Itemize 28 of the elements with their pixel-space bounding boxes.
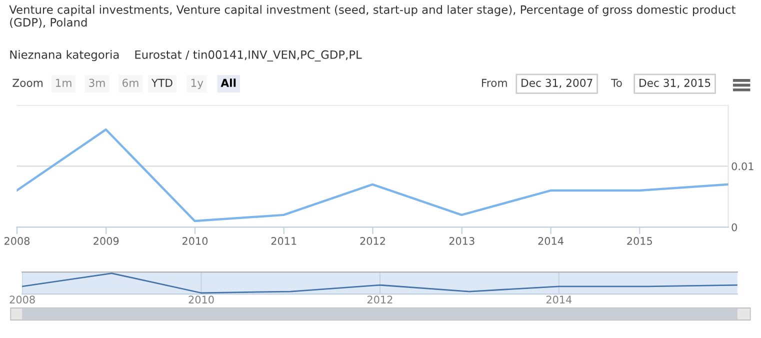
line-series <box>16 128 728 222</box>
text: All <box>220 78 236 87</box>
text: 1m <box>56 78 72 87</box>
x-tick-label: 2008 <box>4 237 30 245</box>
text: 3m <box>89 78 105 87</box>
x-tick-label: 2014 <box>546 296 572 304</box>
text: Dec 31, 2015 <box>640 78 710 88</box>
x-tick-label: 2014 <box>538 237 564 245</box>
text: 1y <box>191 78 204 90</box>
text: Dec 31, 2007 <box>522 78 592 88</box>
chart-subtitle: Nieznana kategoria Eurostat / tin00141,INV_VEN,PC_GDP,PL <box>10 50 362 62</box>
x-tick-label: 2010 <box>188 296 214 304</box>
x-tick-label: 2008 <box>10 296 35 304</box>
x-tick-label: 2010 <box>182 237 208 245</box>
text: To <box>611 78 622 87</box>
x-tick-label: 2009 <box>94 237 119 245</box>
text: YTD <box>151 78 172 87</box>
x-tick-label: 2013 <box>449 237 474 245</box>
x-tick-label: 2011 <box>271 237 296 245</box>
chart-title: Venture capital investments, Venture capital investment (seed, start-up and later stage), Percentage of gross domestic product (GDP), Poland <box>9 5 736 28</box>
text: From <box>482 78 507 87</box>
text: 6m <box>122 78 138 87</box>
y-tick-label: 0.01 <box>732 162 754 170</box>
x-tick-label: 2012 <box>367 296 392 304</box>
y-tick-label: 0 <box>732 223 737 232</box>
x-tick-label: 2015 <box>627 237 652 245</box>
text: Zoom <box>12 78 42 87</box>
x-tick-label: 2012 <box>360 237 385 245</box>
